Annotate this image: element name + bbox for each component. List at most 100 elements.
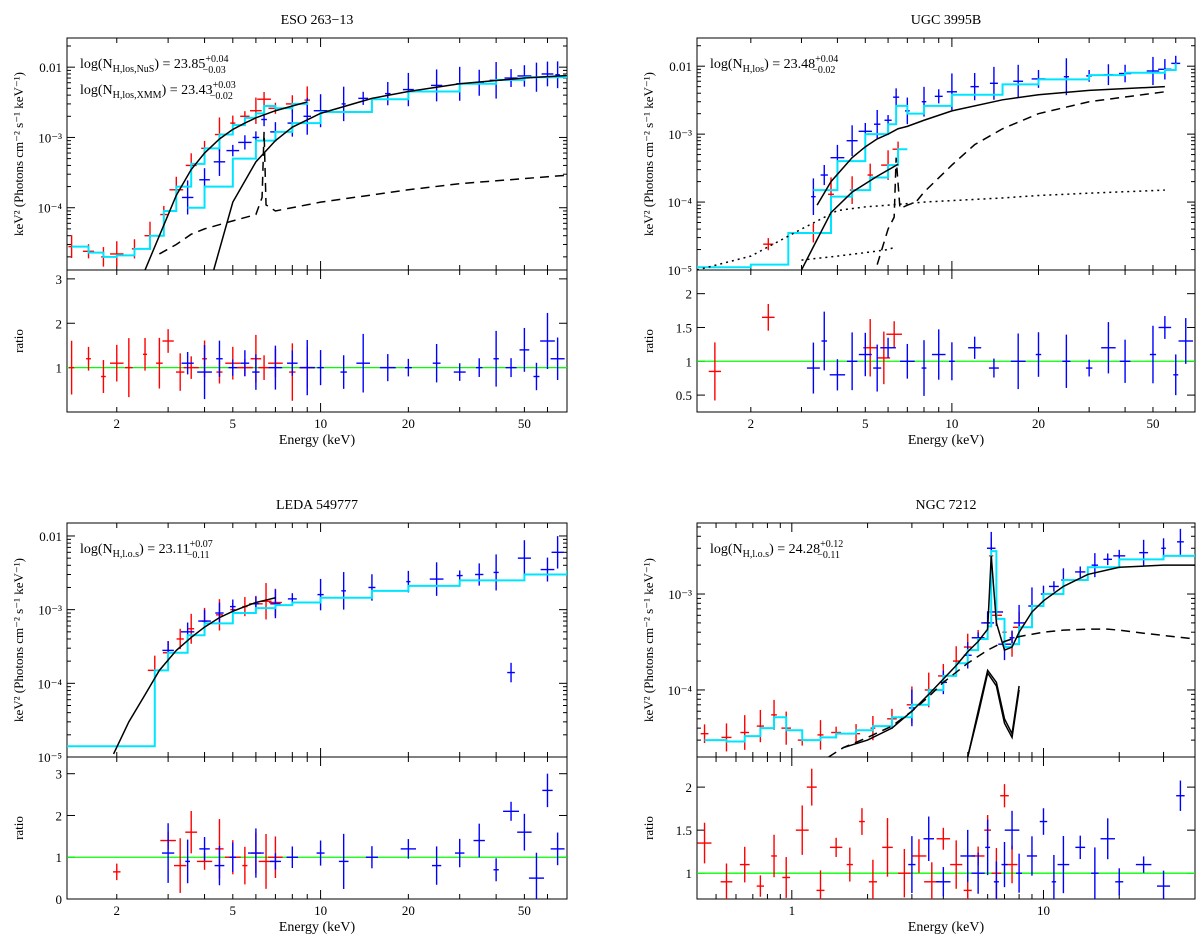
model-component-solid (816, 85, 1165, 206)
spectrum-series (697, 55, 1181, 270)
ratio-tick-label: 0 (56, 892, 63, 907)
ratio-tick-label: 1.5 (676, 823, 692, 838)
y-tick-label: 0.01 (39, 60, 62, 75)
spectrum-series (700, 528, 1195, 757)
panel-title: NGC 7212 (915, 498, 976, 513)
model-component-dashed (828, 628, 1195, 757)
x-axis-label: Energy (keV) (908, 920, 985, 935)
panel-2: LEDA 549777 0.01 10⁻³ 10⁻⁴ 10⁻⁵ 0 1 2 3 2 5 10 20 50 E… (11, 498, 568, 935)
x-axis-label: Energy (keV) (908, 433, 985, 448)
y-tick-label: 10⁻⁴ (38, 676, 63, 691)
ratio-tick-label: 1.5 (676, 320, 692, 335)
nh-annotation-part-1: H,los (743, 64, 765, 75)
ratio-tick-label: 2 (56, 808, 63, 823)
nh-annotation: log(NH,l.o.s) = 24.28+0.12 −0.11 (710, 539, 843, 561)
nh-annotation-part-4: −0.02 (210, 91, 233, 102)
nh-annotation-part-2: ) = 23.85 (154, 57, 205, 72)
ratio-frame (66, 756, 568, 900)
x-tick-label: 50 (1146, 416, 1159, 431)
nh-annotation-part-0: log(N (80, 83, 113, 98)
model-component-solid (966, 671, 1020, 757)
x-tick-label: 10 (314, 416, 327, 431)
nh-annotation-part-3: +0.04 (815, 54, 838, 65)
y-tick-label: 10⁻⁴ (38, 201, 63, 216)
nh-annotation: log(NH,los) = 23.48+0.04 −0.02 (710, 54, 838, 76)
y-tick-label: 10⁻³ (38, 603, 62, 618)
spectrum-series (67, 536, 567, 755)
nh-annotation-part-1: H,l.o.s (743, 549, 770, 560)
ratio-frame (66, 269, 568, 413)
ratio-series (67, 773, 567, 899)
panel-3: NGC 7212 10⁻³ 10⁻⁴ 1 1.5 2 1 10 Energy (keV) keV²… (641, 498, 1196, 935)
x-tick-label: 20 (402, 903, 415, 918)
spectrum-frame (696, 522, 1196, 758)
ratio-tick-label: 2 (56, 316, 63, 331)
panel-title: ESO 263−13 (281, 13, 354, 28)
nh-annotation-part-3: +0.12 (820, 539, 843, 550)
spectrum-frame (66, 522, 568, 758)
ratio-series (697, 303, 1195, 401)
model-line-total (704, 550, 1195, 743)
ratio-series (697, 768, 1195, 899)
ratio-frame (696, 756, 1196, 900)
ratio-series (67, 312, 567, 401)
nh-annotation-part-1: H,l.o.s (113, 549, 140, 560)
nh-annotation-part-4: −0.11 (187, 550, 210, 561)
x-tick-label: 1 (789, 903, 796, 918)
ratio-tick-label: 0.5 (676, 388, 692, 403)
ratio-tick-label: 1 (56, 361, 63, 376)
x-tick-label: 10 (314, 903, 327, 918)
y-tick-label: 0.01 (669, 59, 692, 74)
y-tick-label: 0.01 (39, 529, 62, 544)
nh-annotation-part-4: −0.11 (817, 550, 840, 561)
ratio-tick-label: 1 (686, 354, 693, 369)
ratio-tick-label: 1 (56, 850, 63, 865)
ratio-axis-label: ratio (11, 329, 26, 353)
nh-annotation-part-3: +0.07 (190, 539, 213, 550)
x-tick-label: 5 (862, 416, 869, 431)
ratio-tick-label: 1 (686, 866, 693, 881)
y-axis-label: keV² (Photons cm⁻² s⁻¹ keV⁻¹) (641, 558, 656, 722)
model-component-solid (112, 597, 276, 755)
model-line-total (71, 101, 309, 258)
ratio-tick-label: 3 (56, 767, 63, 782)
nh-annotation: log(NH,l.o.s) = 23.11+0.07 −0.11 (80, 539, 213, 561)
y-tick-label: 10⁻⁴ (668, 195, 693, 210)
nh-annotation-part-2: ) = 23.11 (139, 542, 190, 557)
model-line-total (67, 570, 567, 748)
model-component-dotted (801, 246, 897, 261)
ratio-tick-label: 3 (56, 272, 63, 287)
model-component-solid (212, 74, 567, 270)
model-component-solid (800, 163, 899, 270)
x-tick-label: 2 (114, 903, 121, 918)
x-tick-label: 50 (518, 903, 531, 918)
x-tick-label: 2 (748, 416, 755, 431)
x-tick-label: 50 (518, 416, 531, 431)
model-component-solid (144, 101, 308, 270)
x-tick-label: 20 (402, 416, 415, 431)
model-line-total (697, 148, 908, 269)
ratio-axis-label: ratio (641, 329, 656, 353)
nh-annotation-part-0: log(N (80, 57, 113, 72)
nh-annotation-part-4: −0.02 (812, 65, 835, 76)
y-axis-label: keV² (Photons cm⁻² s⁻¹ keV⁻¹) (11, 72, 26, 236)
panel-1: UGC 3995B 0.01 10⁻³ 10⁻⁴ 10⁻⁵ 0.5 1 1.5 2 2 5 10 20 5… (641, 13, 1196, 448)
nh-annotation-part-4: −0.03 (203, 65, 226, 76)
nh-annotation-part-1: H,los,XMM (113, 90, 162, 101)
model-line-total (813, 63, 1177, 192)
y-tick-label: 10⁻³ (668, 587, 692, 602)
y-axis-label: keV² (Photons cm⁻² s⁻¹ keV⁻¹) (11, 558, 26, 722)
y-tick-label: 10⁻⁵ (38, 750, 62, 765)
x-tick-label: 5 (230, 903, 237, 918)
x-axis-label: Energy (keV) (279, 433, 356, 448)
x-tick-label: 10 (1037, 903, 1050, 918)
nh-annotation-part-3: +0.03 (213, 80, 236, 91)
spectrum-series (68, 61, 567, 270)
y-tick-label: 10⁻³ (38, 130, 62, 145)
model-component-dashed (159, 131, 567, 255)
ratio-frame (696, 269, 1196, 413)
y-axis-label: keV² (Photons cm⁻² s⁻¹ keV⁻¹) (641, 72, 656, 236)
nh-annotation-part-2: ) = 23.48 (764, 57, 815, 72)
nh-annotation-part-2: ) = 23.43 (162, 83, 213, 98)
